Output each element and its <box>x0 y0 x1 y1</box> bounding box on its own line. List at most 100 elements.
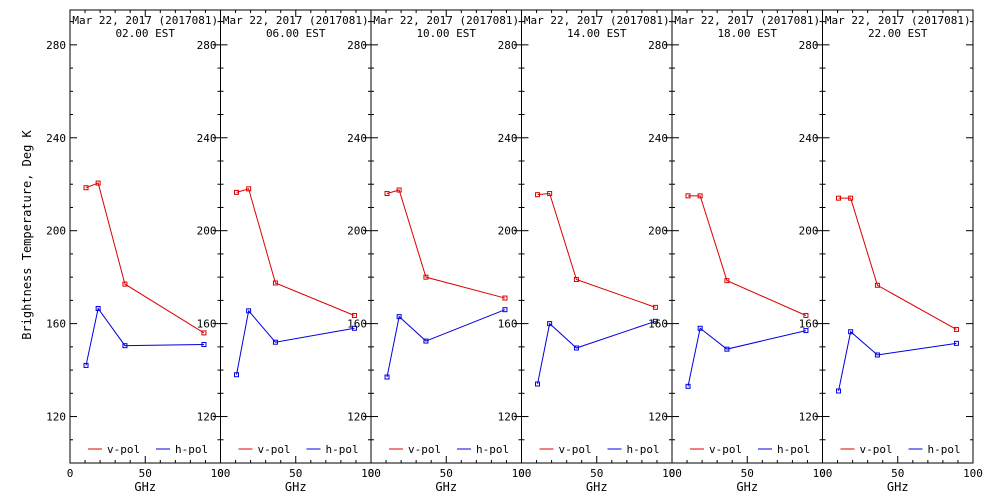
series-line-v-pol <box>838 197 957 330</box>
y-tick-label: 200 <box>498 225 518 238</box>
data-point-v-pol <box>95 180 101 186</box>
data-point-v-pol <box>953 326 959 332</box>
x-tick-label: 100 <box>211 467 231 480</box>
data-point-h-pol <box>95 306 101 312</box>
x-tick-label: 100 <box>662 467 682 480</box>
data-point-v-pol <box>502 295 508 301</box>
x-tick-label: 0 <box>669 467 676 480</box>
x-tick-label: 50 <box>891 467 904 480</box>
data-point-v-pol <box>83 185 89 191</box>
x-axis-label: GHz <box>285 480 307 494</box>
panel-6: Mar 22, 2017 (2017081)22.00 EST 120 160 200… <box>799 9 983 494</box>
y-tick-label: 160 <box>197 318 217 331</box>
data-point-v-pol <box>423 274 429 280</box>
panels-group: Mar 22, 2017 (2017081) 02.00 EST 120 160 200… <box>46 9 983 494</box>
y-tick-label: 280 <box>498 39 518 52</box>
y-tick-label: 200 <box>648 225 668 238</box>
panel-subtitle: 02.00 EST <box>115 27 175 40</box>
panel-title: Mar 22, 2017 (2017081) <box>223 14 369 27</box>
x-axis-label: GHz <box>435 480 457 494</box>
x-tick-label: 100 <box>813 467 833 480</box>
legend-label-h-pol: h-pol <box>627 443 660 456</box>
y-tick-label: 240 <box>347 132 367 145</box>
series-line-v-pol <box>386 189 506 299</box>
data-point-h-pol <box>836 388 842 394</box>
legend-label-h-pol: h-pol <box>777 443 810 456</box>
y-tick-label: 240 <box>648 132 668 145</box>
x-tick-label: 100 <box>963 467 983 480</box>
panel-title: Mar 22, 2017 (2017081) <box>373 14 519 27</box>
data-point-h-pol <box>874 352 880 358</box>
panel-5: Mar 22, 2017 (2017081)18.00 EST 120 160 200… <box>648 9 833 494</box>
data-point-v-pol <box>874 282 880 288</box>
x-axis-label: GHz <box>887 480 909 494</box>
series-line-h-pol <box>838 330 957 392</box>
y-tick-label: 160 <box>648 318 668 331</box>
x-axis-label: GHz <box>586 480 608 494</box>
legend-label-v-pol: v-pol <box>107 443 140 456</box>
panel-title: Mar 22, 2017 (2017081) <box>825 14 971 27</box>
data-point-h-pol <box>502 307 508 313</box>
x-tick-label: 50 <box>139 467 152 480</box>
y-tick-label: 120 <box>46 411 66 424</box>
data-point-v-pol <box>246 186 252 192</box>
panel-subtitle: 18.00 EST <box>717 27 777 40</box>
panel-3: Mar 22, 2017 (2017081)10.00 EST 120 160 200… <box>347 9 532 494</box>
data-point-v-pol <box>351 312 357 318</box>
panel-subtitle: 06.00 EST <box>266 27 326 40</box>
legend-label-h-pol: h-pol <box>175 443 208 456</box>
x-tick-label: 50 <box>440 467 453 480</box>
panel-1: Mar 22, 2017 (2017081)02.00 EST 120 160 200… <box>46 9 231 494</box>
y-tick-label: 240 <box>498 132 518 145</box>
data-point-h-pol <box>234 372 240 378</box>
data-point-h-pol <box>697 325 703 331</box>
x-tick-label: 0 <box>217 467 224 480</box>
panel-title: Mar 22, 2017 (2017081) <box>674 14 820 27</box>
data-point-h-pol <box>201 342 207 348</box>
legend-label-v-pol: v-pol <box>258 443 291 456</box>
panel-title: Mar 22, 2017 (2017081) <box>524 14 670 27</box>
series-line-h-pol <box>386 309 506 378</box>
series-line-h-pol <box>85 307 204 366</box>
data-point-h-pol <box>122 343 128 349</box>
y-tick-label: 280 <box>799 39 819 52</box>
data-point-v-pol <box>384 191 390 197</box>
y-tick-label: 120 <box>498 411 518 424</box>
data-point-h-pol <box>83 362 89 368</box>
data-point-h-pol <box>652 318 658 324</box>
y-tick-label: 240 <box>799 132 819 145</box>
legend-label-v-pol: v-pol <box>408 443 441 456</box>
x-tick-label: 100 <box>361 467 381 480</box>
y-tick-label: 160 <box>799 318 819 331</box>
data-point-v-pol <box>573 276 579 282</box>
data-point-v-pol <box>697 193 703 199</box>
x-tick-label: 0 <box>368 467 375 480</box>
panel-2: Mar 22, 2017 (2017081)06.00 EST 120 160 200… <box>197 9 381 494</box>
data-point-v-pol <box>547 191 553 197</box>
y-tick-label: 200 <box>46 225 66 238</box>
data-point-h-pol <box>573 345 579 351</box>
data-point-h-pol <box>953 340 959 346</box>
legend-label-h-pol: h-pol <box>476 443 509 456</box>
y-tick-label: 160 <box>347 318 367 331</box>
data-point-v-pol <box>396 187 402 193</box>
data-point-h-pol <box>384 374 390 380</box>
y-tick-label: 120 <box>799 411 819 424</box>
y-tick-label: 280 <box>347 39 367 52</box>
y-tick-label: 280 <box>648 39 668 52</box>
data-point-v-pol <box>652 304 658 310</box>
data-point-v-pol <box>272 280 278 286</box>
y-tick-label: 200 <box>347 225 367 238</box>
data-point-v-pol <box>201 330 207 336</box>
x-tick-label: 50 <box>741 467 754 480</box>
y-tick-label: 280 <box>197 39 217 52</box>
legend-label-v-pol: v-pol <box>709 443 742 456</box>
data-point-h-pol <box>423 338 429 344</box>
series-line-h-pol <box>687 327 807 387</box>
data-point-v-pol <box>836 195 842 201</box>
y-tick-label: 120 <box>347 411 367 424</box>
y-tick-label: 200 <box>799 225 819 238</box>
x-tick-label: 100 <box>512 467 532 480</box>
data-point-v-pol <box>724 278 730 284</box>
data-point-v-pol <box>848 195 854 201</box>
